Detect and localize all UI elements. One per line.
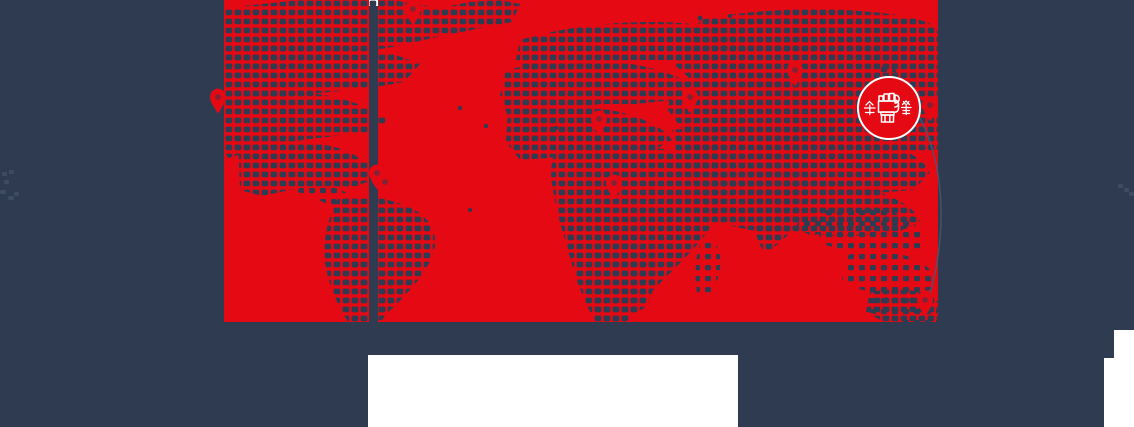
map-fragment-left xyxy=(0,170,19,200)
pin-north-america-west[interactable] xyxy=(209,88,227,114)
panel-divider-bar xyxy=(369,6,378,322)
pin-europe[interactable] xyxy=(590,110,608,136)
raised-fist-emblem[interactable] xyxy=(857,76,921,140)
map-fragment-right xyxy=(1118,184,1134,196)
pin-east-asia[interactable] xyxy=(786,61,804,87)
pin-oceania[interactable] xyxy=(916,291,934,317)
white-block-right-lower xyxy=(1104,358,1134,427)
pin-africa[interactable] xyxy=(605,174,623,200)
white-block-bottom-center xyxy=(368,355,738,427)
pin-south-america-south[interactable] xyxy=(376,173,394,199)
pin-north-america-east[interactable] xyxy=(404,0,422,26)
pin-north-pacific[interactable] xyxy=(921,96,939,122)
pin-middle-east[interactable] xyxy=(681,88,699,114)
